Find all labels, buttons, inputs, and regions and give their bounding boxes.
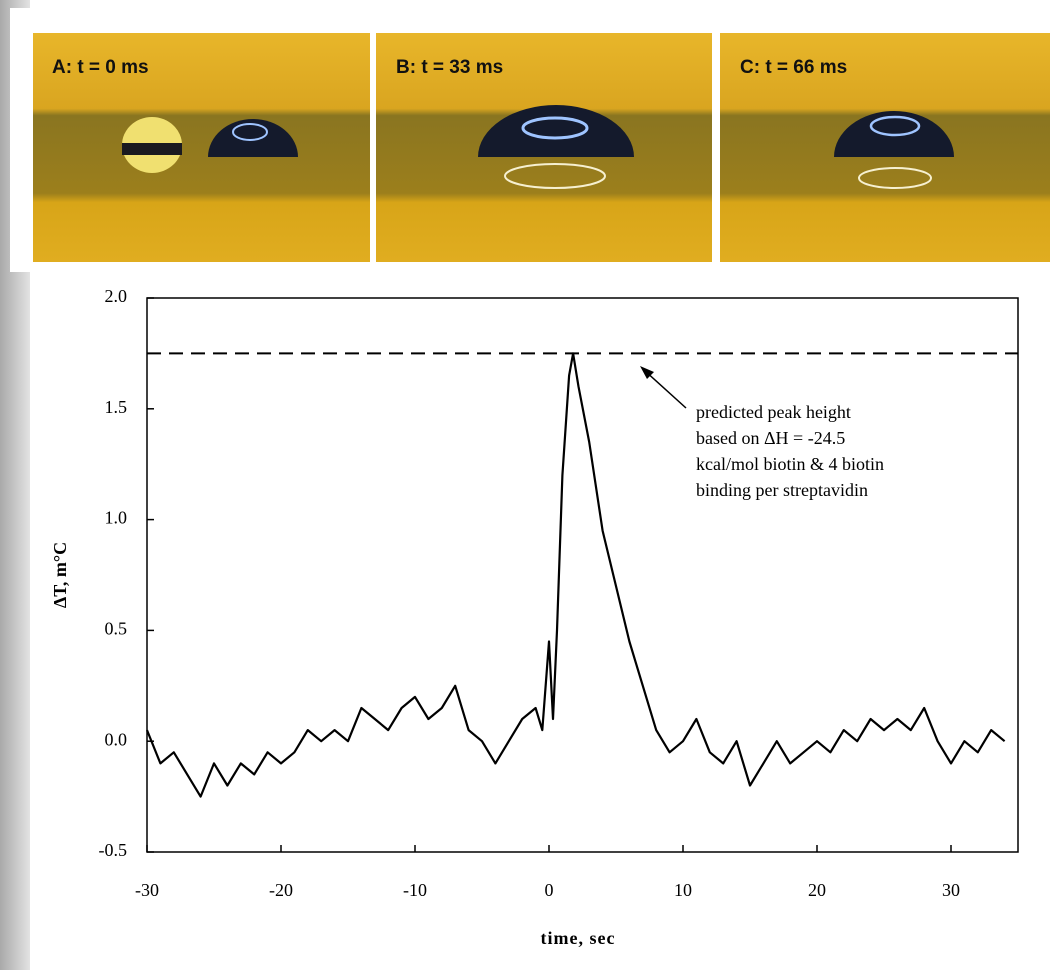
plot-frame: [147, 298, 1018, 852]
annotation: predicted peak height based on ΔH = -24.5…: [696, 402, 884, 500]
annotation-line: binding per streptavidin: [696, 480, 868, 500]
y-tick-label: -0.5: [99, 840, 128, 860]
annotation-line: predicted peak height: [696, 402, 851, 422]
y-tick-label: 0.5: [105, 619, 128, 639]
photo-c: C: t = 66 ms: [720, 33, 1050, 262]
photo-label: C: t = 66 ms: [740, 57, 847, 78]
annotation-line: based on ΔH = -24.5: [696, 428, 845, 448]
x-tick-label: 10: [674, 880, 692, 900]
data-line: [147, 353, 1005, 796]
figure: A: t = 0 ms B: t = 33 ms C: t = 66 ms ti…: [0, 0, 1055, 970]
x-tick-label: 30: [942, 880, 960, 900]
photo-a: A: t = 0 ms: [33, 33, 370, 262]
x-tick-label: -10: [403, 880, 427, 900]
y-tick-label: 1.5: [105, 397, 128, 417]
y-tick-label: 0.0: [105, 729, 128, 749]
y-tick-label: 1.0: [105, 508, 128, 528]
x-axis-label: time, sec: [541, 928, 616, 948]
y-axis-label: ΔT, m°C: [50, 542, 70, 608]
page: A: t = 0 ms B: t = 33 ms C: t = 66 ms ti…: [0, 0, 1055, 970]
y-tick-label: 2.0: [105, 286, 128, 306]
x-tick-label: -20: [269, 880, 293, 900]
photo-label: B: t = 33 ms: [396, 57, 503, 78]
photo-label: A: t = 0 ms: [52, 57, 149, 78]
x-tick-label: 0: [545, 880, 554, 900]
annotation-line: kcal/mol biotin & 4 biotin: [696, 454, 884, 474]
x-tick-label: 20: [808, 880, 826, 900]
photo-b: B: t = 33 ms: [376, 33, 712, 262]
x-tick-label: -30: [135, 880, 159, 900]
